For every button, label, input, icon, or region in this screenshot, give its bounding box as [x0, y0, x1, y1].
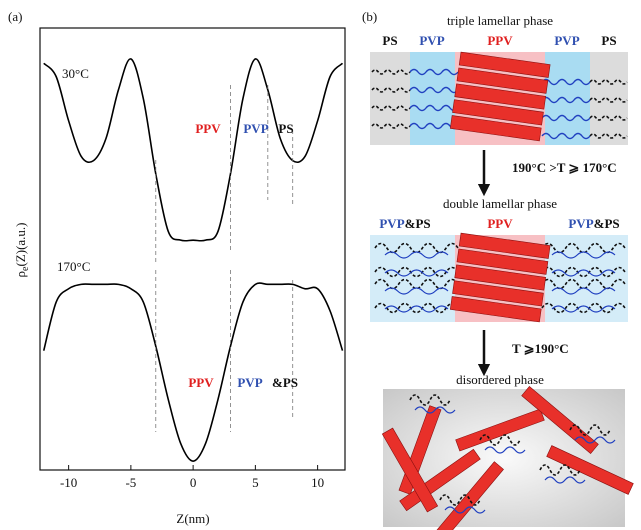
rod: [456, 248, 549, 275]
x-tick-label: 10: [311, 475, 324, 490]
pvp-chain: [384, 287, 449, 295]
transition-label: 190°C >T ⩾ 170°C: [512, 160, 617, 175]
panel-label: (a): [8, 9, 22, 24]
phase-title: triple lamellar phase: [447, 13, 553, 28]
ps-chain: [541, 266, 626, 278]
pvp-chain: [541, 114, 591, 122]
pvp-chain: [551, 269, 616, 277]
block-label: PS: [601, 33, 616, 48]
x-axis-label: Z(nm): [176, 511, 209, 526]
block-label: PS: [382, 33, 397, 48]
ps-chain: [589, 97, 628, 103]
pvp-chain: [409, 86, 459, 94]
pvp-region: [545, 52, 590, 145]
block-label: PVP&PS: [568, 216, 619, 231]
ps-chain: [374, 266, 459, 278]
series-label: 30°C: [62, 66, 89, 81]
ps-region: [370, 52, 410, 145]
ps-chain: [541, 278, 626, 290]
rod: [449, 115, 542, 142]
pvp-chain: [384, 269, 449, 277]
annotation: PPV: [188, 375, 214, 390]
ps-chain: [374, 278, 459, 290]
pvp-chain: [384, 305, 449, 313]
pvp-chain: [551, 251, 616, 259]
x-tick-label: 5: [252, 475, 259, 490]
plot-frame: [39, 27, 346, 471]
annotation: PS: [278, 121, 293, 136]
block-label: PVP: [554, 33, 579, 48]
ps-chain: [541, 242, 626, 254]
ps-chain: [541, 302, 626, 314]
rod: [458, 51, 551, 78]
block-label: PPV: [487, 216, 513, 231]
annotation: PPV: [195, 121, 221, 136]
rod: [546, 445, 634, 495]
x-tick-label: -5: [125, 475, 136, 490]
pvp-chain: [544, 476, 586, 484]
ps-chain: [374, 302, 459, 314]
rod: [381, 427, 439, 513]
rod: [449, 296, 542, 323]
block-label: PPV: [487, 33, 513, 48]
pvp-chain: [409, 104, 459, 112]
phase-title: double lamellar phase: [443, 196, 557, 211]
annotation: &PS: [272, 375, 298, 390]
rod: [436, 461, 504, 530]
annotation: PVP: [243, 121, 268, 136]
block-label: PVP: [419, 33, 444, 48]
ps-chain: [371, 69, 411, 75]
rod: [456, 67, 549, 94]
block-label: PVP&PS: [379, 216, 430, 231]
transition-label: T ⩾190°C: [512, 341, 569, 356]
curve: [42, 282, 344, 462]
rod: [455, 408, 545, 452]
pvp-chain: [541, 96, 591, 104]
pvp-chain: [409, 122, 459, 130]
pvp-chain: [444, 506, 486, 514]
rod: [452, 280, 544, 307]
ps-chain: [589, 133, 628, 139]
ps-chain: [371, 105, 411, 111]
pvp-chain: [551, 305, 616, 313]
pvp-chain: [574, 436, 616, 444]
y-axis-label: ρe(Z)(a.u.): [13, 223, 31, 278]
panel-label: (b): [362, 9, 377, 24]
pvp-chain: [541, 132, 591, 140]
rod: [452, 99, 544, 126]
series-label: 170°C: [57, 259, 90, 274]
ps-chain: [589, 115, 628, 121]
pvp-chain: [409, 68, 459, 76]
rod: [454, 83, 547, 110]
pvp-chain: [484, 446, 526, 454]
annotation: PVP: [237, 375, 262, 390]
panel-b: (b) triple lamellar phase PS PVP PPV PVP…: [362, 9, 634, 530]
phase-title: disordered phase: [456, 372, 544, 387]
pvp-chain: [414, 406, 456, 414]
pvp-chain: [541, 78, 591, 86]
rod: [454, 264, 547, 291]
x-tick-label: -10: [60, 475, 77, 490]
curve: [43, 58, 344, 242]
ps-chain: [371, 123, 411, 129]
ps-chain: [374, 242, 459, 254]
rod: [458, 232, 551, 259]
pvp-chain: [384, 251, 449, 259]
pvp-chain: [551, 287, 616, 295]
ps-chain: [589, 79, 628, 85]
ps-chain: [371, 87, 411, 93]
x-tick-label: 0: [190, 475, 197, 490]
pvp-region: [410, 52, 455, 145]
panel-a: (a) Z(nm) ρe(Z)(a.u.) -10 -5 0 5 10 30°C 170°C…: [8, 9, 346, 526]
ps-region: [590, 52, 628, 145]
